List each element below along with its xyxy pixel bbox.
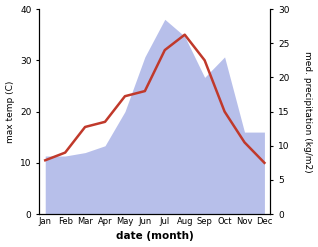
- Y-axis label: max temp (C): max temp (C): [5, 80, 15, 143]
- X-axis label: date (month): date (month): [116, 231, 194, 242]
- Y-axis label: med. precipitation (kg/m2): med. precipitation (kg/m2): [303, 51, 313, 172]
